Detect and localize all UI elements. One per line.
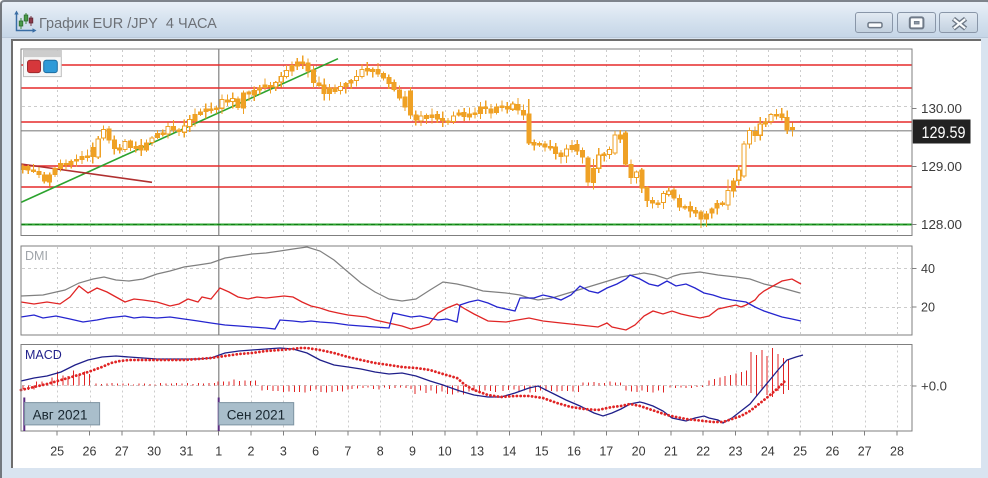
svg-text:Авг 2021: Авг 2021 xyxy=(33,408,88,423)
svg-text:+0.0: +0.0 xyxy=(921,380,947,394)
svg-text:Сен 2021: Сен 2021 xyxy=(227,408,286,423)
svg-text:20: 20 xyxy=(921,301,935,315)
svg-text:24: 24 xyxy=(761,445,775,459)
svg-text:13: 13 xyxy=(470,445,484,459)
svg-text:40: 40 xyxy=(921,262,935,276)
svg-text:31: 31 xyxy=(179,445,193,459)
svg-text:9: 9 xyxy=(409,445,416,459)
svg-text:23: 23 xyxy=(729,445,743,459)
svg-text:26: 26 xyxy=(825,445,839,459)
svg-text:17: 17 xyxy=(599,445,613,459)
svg-text:7: 7 xyxy=(344,445,351,459)
svg-text:MACD: MACD xyxy=(25,348,62,362)
svg-text:14: 14 xyxy=(502,445,516,459)
svg-text:27: 27 xyxy=(115,445,129,459)
svg-text:130.00: 130.00 xyxy=(921,102,962,116)
svg-text:30: 30 xyxy=(147,445,161,459)
svg-text:1: 1 xyxy=(215,445,222,459)
svg-text:22: 22 xyxy=(696,445,710,459)
svg-text:20: 20 xyxy=(632,445,646,459)
svg-text:3: 3 xyxy=(280,445,287,459)
svg-text:6: 6 xyxy=(312,445,319,459)
svg-text:8: 8 xyxy=(377,445,384,459)
svg-text:27: 27 xyxy=(858,445,872,459)
svg-text:21: 21 xyxy=(664,445,678,459)
svg-text:25: 25 xyxy=(793,445,807,459)
svg-text:25: 25 xyxy=(50,445,64,459)
svg-text:10: 10 xyxy=(438,445,452,459)
svg-text:2: 2 xyxy=(248,445,255,459)
svg-text:15: 15 xyxy=(535,445,549,459)
svg-text:129.59: 129.59 xyxy=(922,124,966,142)
svg-text:16: 16 xyxy=(567,445,581,459)
svg-text:DMI: DMI xyxy=(25,249,48,263)
svg-text:128.00: 128.00 xyxy=(921,218,962,232)
svg-text:129.00: 129.00 xyxy=(921,160,962,174)
svg-text:28: 28 xyxy=(890,445,904,459)
svg-text:26: 26 xyxy=(83,445,97,459)
